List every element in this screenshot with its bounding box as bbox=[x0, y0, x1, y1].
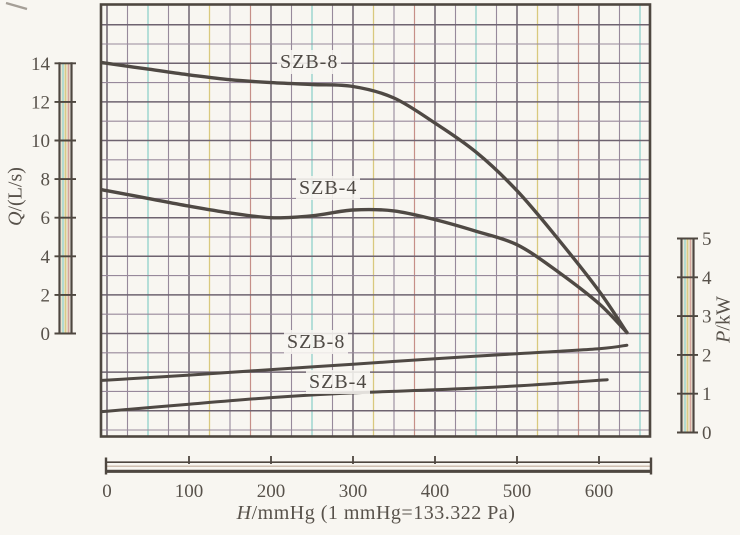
h-tick-label: 600 bbox=[585, 481, 614, 502]
curve-label-szb4-capacity: SZB-4 bbox=[296, 176, 361, 200]
y-left-variable: Q bbox=[4, 211, 27, 226]
h-tick-label: 400 bbox=[421, 481, 450, 502]
y-left-units: /(L/s) bbox=[4, 167, 27, 212]
x-variable: H bbox=[236, 502, 252, 524]
q-tick-label: 8 bbox=[41, 170, 51, 191]
q-scale-bar: 14 12 10 8 6 4 2 0 bbox=[31, 54, 76, 345]
h-tick-label: 500 bbox=[503, 481, 532, 502]
h-tick-label: 0 bbox=[102, 481, 112, 502]
x-units: /mmHg (1 mmHg=133.322 Pa) bbox=[251, 502, 516, 524]
q-tick-label: 2 bbox=[41, 285, 51, 306]
p-tick-label: 4 bbox=[702, 268, 712, 289]
h-tick-label: 200 bbox=[257, 481, 286, 502]
p-tick-label: 1 bbox=[702, 384, 712, 405]
h-tick-label: 300 bbox=[339, 481, 368, 502]
x-axis-title: H/mmHg (1 mmHg=133.322 Pa) bbox=[100, 502, 652, 525]
q-tick-label: 12 bbox=[31, 92, 50, 113]
y-axis-title-left: Q/(L/s) bbox=[5, 156, 28, 238]
grid bbox=[102, 5, 649, 436]
plot-border bbox=[99, 3, 652, 438]
p-tick-label: 3 bbox=[702, 307, 712, 328]
q-tick-label: 10 bbox=[31, 131, 50, 152]
q-tick-label: 14 bbox=[31, 54, 51, 75]
curves bbox=[102, 60, 629, 414]
curve-szb-8-p bbox=[102, 343, 629, 382]
h-tick-label: 100 bbox=[175, 481, 204, 502]
h-scale-bar: 0 100 200 300 400 500 600 bbox=[102, 456, 653, 502]
curve-label-szb4-power: SZB-4 bbox=[306, 370, 371, 394]
curve-label-szb8-capacity: SZB-8 bbox=[277, 50, 342, 74]
y-right-variable: P bbox=[712, 330, 735, 343]
y-axis-title-right: P/kW bbox=[713, 279, 736, 361]
p-tick-label: 2 bbox=[702, 345, 712, 366]
q-tick-label: 0 bbox=[41, 324, 51, 345]
curve-szb-8-q bbox=[102, 60, 629, 335]
curve-szb-4-q bbox=[102, 187, 629, 335]
y-right-units: /kW bbox=[712, 296, 735, 331]
p-tick-label: 0 bbox=[702, 423, 712, 444]
curve-label-szb8-power: SZB-8 bbox=[284, 330, 349, 354]
q-tick-label: 4 bbox=[41, 247, 51, 268]
p-tick-label: 5 bbox=[702, 229, 712, 250]
q-tick-label: 6 bbox=[41, 208, 51, 229]
curve-szb-4-p bbox=[102, 378, 609, 414]
scan-artifact-mark bbox=[5, 1, 28, 11]
p-scale-bar: 5 4 3 2 1 0 bbox=[677, 229, 712, 444]
